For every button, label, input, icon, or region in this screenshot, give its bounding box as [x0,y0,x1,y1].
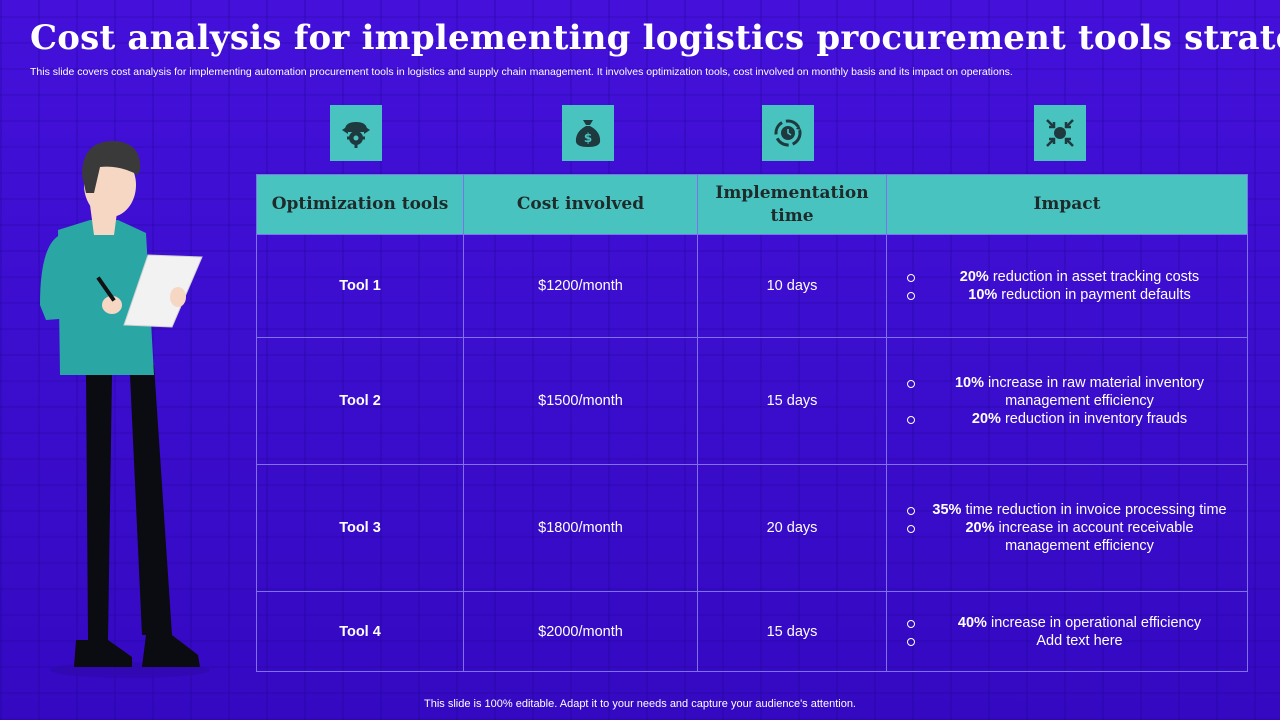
time-cell: 20 days [697,464,887,592]
tool-name-cell: Tool 3 [256,464,464,592]
gear-settings-icon [330,105,382,161]
money-bag-icon: $ [562,105,614,161]
person-with-clipboard-illustration [40,140,210,678]
impact-item: 35% time reduction in invoice processing… [907,501,1233,519]
header-optimization-tools: Optimization tools [256,174,464,235]
impact-item: 40% increase in operational efficiency [907,614,1233,632]
table-row: Tool 4 $2000/month 15 days 40% increase … [256,591,1248,672]
cost-analysis-table: Optimization tools Cost involved Impleme… [256,174,1248,672]
impact-cell: 20% reduction in asset tracking costs 10… [886,234,1248,338]
impact-item: 20% increase in account receivable manag… [907,519,1233,555]
impact-cell: 40% increase in operational efficiency A… [886,591,1248,672]
slide-subtitle: This slide covers cost analysis for impl… [30,66,1013,78]
table-row: Tool 2 $1500/month 15 days 10% increase … [256,337,1248,465]
header-impact: Impact [886,174,1248,235]
impact-item: 10% reduction in payment defaults [907,286,1233,304]
impact-arrows-icon [1034,105,1086,161]
cost-cell: $2000/month [463,591,698,672]
tool-name-cell: Tool 4 [256,591,464,672]
header-cost-involved: Cost involved [463,174,698,235]
impact-cell: 35% time reduction in invoice processing… [886,464,1248,592]
tool-name-cell: Tool 1 [256,234,464,338]
impact-cell: 10% increase in raw material inventory m… [886,337,1248,465]
cost-cell: $1500/month [463,337,698,465]
cycle-time-icon [762,105,814,161]
impact-item: 10% increase in raw material inventory m… [907,374,1233,410]
footer-note: This slide is 100% editable. Adapt it to… [424,698,856,710]
table-header-row: Optimization tools Cost involved Impleme… [256,174,1248,235]
time-cell: 10 days [697,234,887,338]
impact-item: Add text here [907,632,1233,650]
table-row: Tool 3 $1800/month 20 days 35% time redu… [256,464,1248,592]
svg-text:$: $ [584,131,592,145]
header-implementation-time: Implementation time [697,174,887,235]
time-cell: 15 days [697,337,887,465]
slide-title: Cost analysis for implementing logistics… [30,18,1280,58]
impact-item: 20% reduction in inventory frauds [907,410,1233,428]
time-cell: 15 days [697,591,887,672]
cost-cell: $1200/month [463,234,698,338]
tool-name-cell: Tool 2 [256,337,464,465]
impact-item: 20% reduction in asset tracking costs [907,268,1233,286]
table-row: Tool 1 $1200/month 10 days 20% reduction… [256,234,1248,338]
cost-cell: $1800/month [463,464,698,592]
